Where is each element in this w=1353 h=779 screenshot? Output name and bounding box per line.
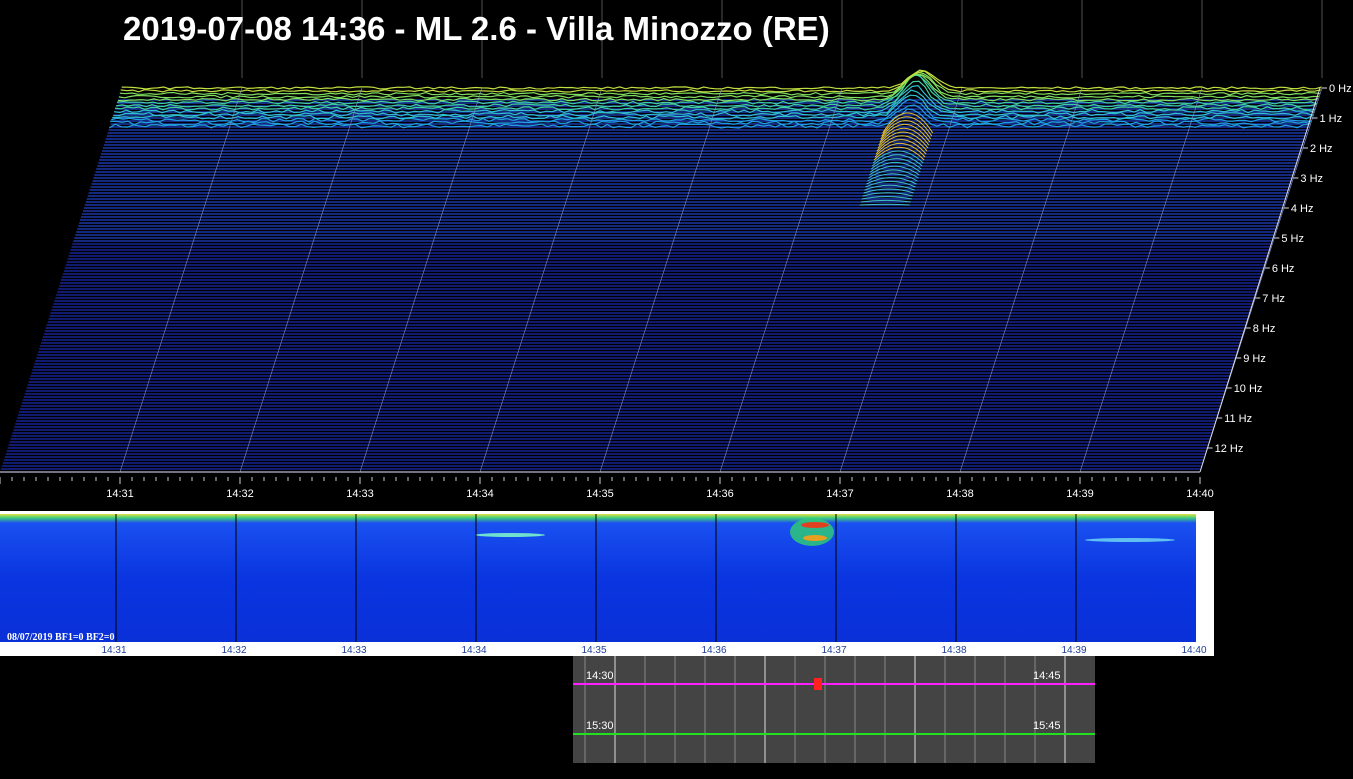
- event-ridge: [874, 143, 926, 158]
- event-ridge: [870, 158, 922, 170]
- time-label: 14:39: [1066, 488, 1094, 500]
- event-ridge: [873, 146, 925, 161]
- spectrum-row: [118, 73, 1319, 99]
- event-ridge: [882, 112, 934, 134]
- event-ridge: [867, 173, 918, 182]
- time-grid-line: [239, 87, 363, 473]
- spectrum-row: [110, 104, 1311, 126]
- spectrum-row: [111, 98, 1312, 123]
- time-label: 14:38: [946, 488, 974, 500]
- row-start: 15:30: [586, 720, 614, 732]
- freq-label: 3 Hz: [1300, 173, 1323, 185]
- row-end: 15:45: [1033, 720, 1061, 732]
- event-ridge: [860, 199, 911, 203]
- event-ridge: [869, 165, 920, 176]
- freq-label: 9 Hz: [1243, 353, 1266, 365]
- time-grid-line: [959, 87, 1083, 473]
- event-ridge: [859, 203, 910, 206]
- time-grid-line: [599, 87, 723, 473]
- row-start: 14:30: [586, 670, 614, 682]
- band-blob: [1085, 538, 1175, 542]
- freq-label: 7 Hz: [1262, 293, 1285, 305]
- helicorder: 14:30 14:45 15:30 15:45: [573, 656, 1095, 763]
- event-ridge: [861, 196, 912, 200]
- time-label: 14:39: [1061, 645, 1086, 656]
- helicorder-bg: [573, 656, 1095, 763]
- spectrogram: 08/07/2019 BF1=0 BF2=0 14:31 14:32 14:33 14…: [0, 511, 1214, 656]
- event-ridge: [876, 135, 928, 152]
- time-label: 14:34: [466, 488, 494, 500]
- time-grid-line: [359, 87, 483, 473]
- freq-label: 8 Hz: [1253, 323, 1276, 335]
- time-label: 14:32: [221, 645, 246, 656]
- event-blob: [801, 522, 829, 528]
- event-ridge: [875, 139, 927, 155]
- time-grid-line: [479, 87, 603, 473]
- freq-label: 4 Hz: [1291, 203, 1314, 215]
- spectrum-row: [115, 74, 1317, 108]
- time-label: 14:35: [581, 645, 606, 656]
- freq-label: 10 Hz: [1234, 383, 1263, 395]
- time-label: 14:36: [706, 488, 734, 500]
- time-label: 14:34: [461, 645, 486, 656]
- freq-label: 11 Hz: [1224, 413, 1252, 425]
- event-ridge: [864, 184, 915, 191]
- time-label: 14:38: [941, 645, 966, 656]
- event-ridge: [868, 169, 919, 179]
- event-ridge: [863, 188, 914, 194]
- event-ridge: [881, 116, 933, 137]
- right-edge: [1199, 87, 1321, 473]
- time-grid-line: [1079, 87, 1203, 473]
- freq-label: 2 Hz: [1310, 143, 1333, 155]
- event-ridge: [880, 120, 932, 140]
- event-blob: [803, 535, 827, 541]
- band-blob: [475, 533, 545, 537]
- event-ridge: [878, 127, 930, 146]
- spectrum-row: [108, 108, 1310, 129]
- freq-label: 1 Hz: [1319, 113, 1342, 125]
- event-ridge: [872, 150, 924, 164]
- time-label: 14:37: [821, 645, 846, 656]
- time-label: 14:36: [701, 645, 726, 656]
- event-ridge: [871, 154, 923, 167]
- time-label: 14:35: [586, 488, 614, 500]
- spectrum-row: [119, 71, 1320, 96]
- event-trace: [814, 678, 822, 690]
- event-ridge: [879, 124, 931, 143]
- time-label: 14:33: [346, 488, 374, 500]
- title: 2019-07-08 14:36 - ML 2.6 - Villa Minozz…: [123, 10, 830, 47]
- time-grid-line: [119, 87, 243, 473]
- freq-label: 6 Hz: [1272, 263, 1295, 275]
- event-ridge: [877, 131, 929, 149]
- time-label: 14:40: [1186, 488, 1214, 500]
- event-ridge: [866, 177, 917, 185]
- waterfall: 14:31 14:32 14:33 14:34 14:35 14:36 14:37 14:38…: [0, 0, 1352, 500]
- freq-label: 12 Hz: [1215, 443, 1244, 455]
- time-grid-line: [719, 87, 843, 473]
- time-label: 14:32: [226, 488, 254, 500]
- time-label: 14:37: [826, 488, 854, 500]
- event-ridge: [870, 161, 921, 173]
- event-ridge: [865, 180, 916, 188]
- time-label: 14:31: [101, 645, 126, 656]
- time-label: 14:33: [341, 645, 366, 656]
- time-label: 14:40: [1181, 645, 1206, 656]
- spectrogram-image: [0, 514, 1196, 642]
- spectrum-row: [117, 73, 1319, 102]
- row-end: 14:45: [1033, 670, 1061, 682]
- freq-label: 0 Hz: [1329, 83, 1352, 95]
- caption: 08/07/2019 BF1=0 BF2=0: [7, 632, 115, 643]
- time-grid-line: [839, 87, 963, 473]
- time-label: 14:31: [106, 488, 134, 500]
- event-ridge: [862, 192, 913, 197]
- freq-label: 5 Hz: [1281, 233, 1304, 245]
